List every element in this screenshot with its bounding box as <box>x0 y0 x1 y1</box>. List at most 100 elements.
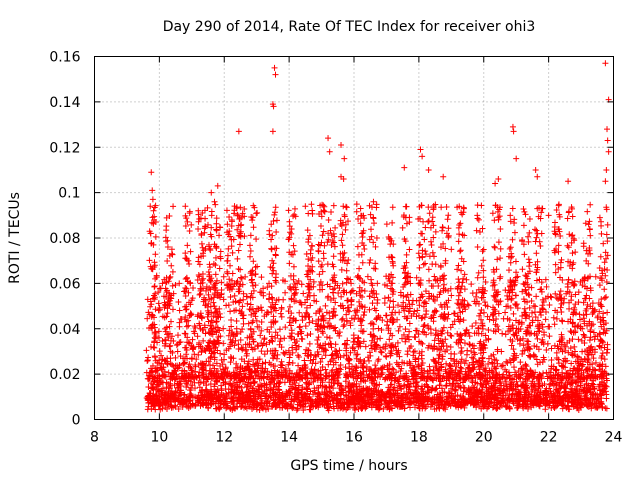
data-point <box>574 405 581 412</box>
data-point <box>213 395 220 402</box>
data-point <box>551 321 558 328</box>
data-point <box>432 385 439 392</box>
data-point <box>594 404 601 411</box>
data-point <box>261 313 268 320</box>
data-point <box>353 380 360 387</box>
data-point <box>504 296 511 303</box>
data-point <box>522 287 529 294</box>
data-point <box>321 242 328 249</box>
data-point <box>431 399 438 406</box>
data-point <box>220 401 227 408</box>
data-point <box>271 392 278 399</box>
data-point <box>414 307 421 314</box>
data-point <box>153 383 160 390</box>
data-point <box>550 314 557 321</box>
data-point <box>308 402 315 409</box>
data-point <box>349 344 356 351</box>
data-point <box>313 310 320 317</box>
data-point <box>259 404 266 411</box>
data-point <box>598 355 605 362</box>
data-point <box>246 401 253 408</box>
data-point <box>511 364 518 371</box>
data-point <box>176 387 183 394</box>
data-point <box>573 401 580 408</box>
data-point <box>575 289 582 296</box>
data-point <box>500 315 507 322</box>
data-point <box>314 399 321 406</box>
data-point <box>334 405 341 412</box>
data-point <box>418 355 425 362</box>
data-point <box>299 384 306 391</box>
data-point <box>235 397 242 404</box>
data-point <box>307 400 314 407</box>
data-point <box>479 355 486 362</box>
data-point <box>380 405 387 412</box>
data-point <box>474 394 481 401</box>
data-point <box>375 367 382 374</box>
data-point <box>553 366 560 373</box>
data-point <box>458 365 465 372</box>
data-point <box>317 382 324 389</box>
data-point <box>301 391 308 398</box>
data-point <box>315 247 322 254</box>
data-point <box>482 332 489 339</box>
data-point <box>528 330 535 337</box>
data-point <box>568 393 575 400</box>
data-point <box>152 251 159 258</box>
data-point <box>378 326 385 333</box>
data-point <box>194 276 201 283</box>
data-point <box>572 291 579 298</box>
data-point <box>258 307 265 314</box>
data-point <box>249 276 256 283</box>
data-point <box>183 351 190 358</box>
data-point <box>335 380 342 387</box>
data-point <box>587 401 594 408</box>
data-point <box>317 395 324 402</box>
data-point <box>147 203 154 210</box>
data-point <box>168 387 175 394</box>
data-point <box>144 406 151 413</box>
data-point <box>430 377 437 384</box>
data-point <box>439 389 446 396</box>
data-point <box>158 391 165 398</box>
data-point <box>339 387 346 394</box>
data-point <box>196 384 203 391</box>
data-point <box>296 399 303 406</box>
data-point <box>207 397 214 404</box>
data-point <box>206 261 213 268</box>
data-point <box>188 221 195 228</box>
data-point <box>219 361 226 368</box>
data-point <box>151 344 158 351</box>
data-point <box>520 381 527 388</box>
data-point <box>186 228 193 235</box>
data-point <box>144 315 151 322</box>
data-point <box>531 343 538 350</box>
data-point <box>523 384 530 391</box>
data-point <box>342 378 349 385</box>
data-point <box>228 382 235 389</box>
data-point <box>211 356 218 363</box>
data-point <box>144 357 151 364</box>
data-point <box>322 366 329 373</box>
data-point <box>493 357 500 364</box>
data-point <box>514 383 521 390</box>
data-point <box>306 232 313 239</box>
data-point <box>239 326 246 333</box>
data-point <box>542 401 549 408</box>
data-point <box>502 366 509 373</box>
data-point <box>281 350 288 357</box>
data-point <box>580 369 587 376</box>
data-point <box>592 273 599 280</box>
data-point <box>426 363 433 370</box>
data-point <box>207 354 214 361</box>
data-point <box>195 351 202 358</box>
data-point <box>562 392 569 399</box>
data-point <box>243 384 250 391</box>
data-point <box>237 204 244 211</box>
data-point <box>599 350 606 357</box>
data-point <box>218 385 225 392</box>
data-point <box>210 260 217 267</box>
data-point <box>290 398 297 405</box>
data-point <box>534 361 541 368</box>
data-point <box>303 371 310 378</box>
